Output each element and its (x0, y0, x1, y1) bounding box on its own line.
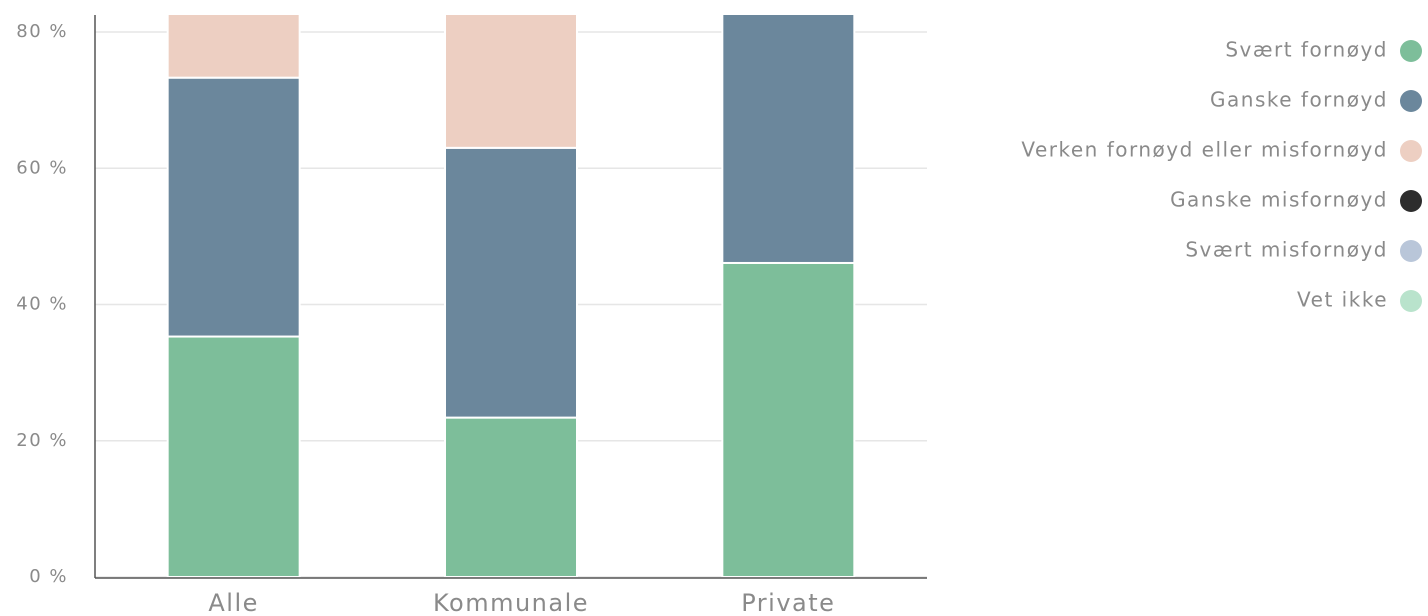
x-tick-label: Alle (208, 589, 259, 616)
bar-segment (721, 15, 856, 264)
legend-label: Verken fornøyd eller misfornøyd (1021, 138, 1388, 162)
bar-segment (166, 335, 301, 577)
legend-marker (1400, 190, 1422, 212)
y-tick-label: 20 % (16, 430, 68, 451)
y-tick-label: 80 % (16, 21, 68, 42)
y-tick-label: 0 % (29, 566, 68, 587)
bar-segment (166, 15, 301, 79)
legend-marker (1400, 290, 1422, 312)
legend-marker (1400, 40, 1422, 62)
legend-label: Svært fornøyd (1225, 38, 1388, 62)
legend-marker (1400, 140, 1422, 162)
legend-label: Vet ikke (1297, 288, 1388, 312)
bar-segment (166, 76, 301, 338)
legend-label: Ganske fornøyd (1210, 88, 1388, 112)
x-tick-label: Private (741, 589, 835, 616)
legend-marker (1400, 90, 1422, 112)
legend-label: Svært misfornøyd (1185, 238, 1388, 262)
legend-marker (1400, 240, 1422, 262)
y-tick-label: 40 % (16, 294, 68, 315)
y-tick-label: 60 % (16, 157, 68, 178)
legend-label: Ganske misfornøyd (1170, 188, 1388, 212)
bar-segment (721, 261, 856, 577)
bar-segment (444, 15, 578, 149)
bar-segment (444, 146, 578, 419)
x-tick-label: Kommunale (433, 589, 589, 616)
bar-segment (444, 416, 578, 577)
